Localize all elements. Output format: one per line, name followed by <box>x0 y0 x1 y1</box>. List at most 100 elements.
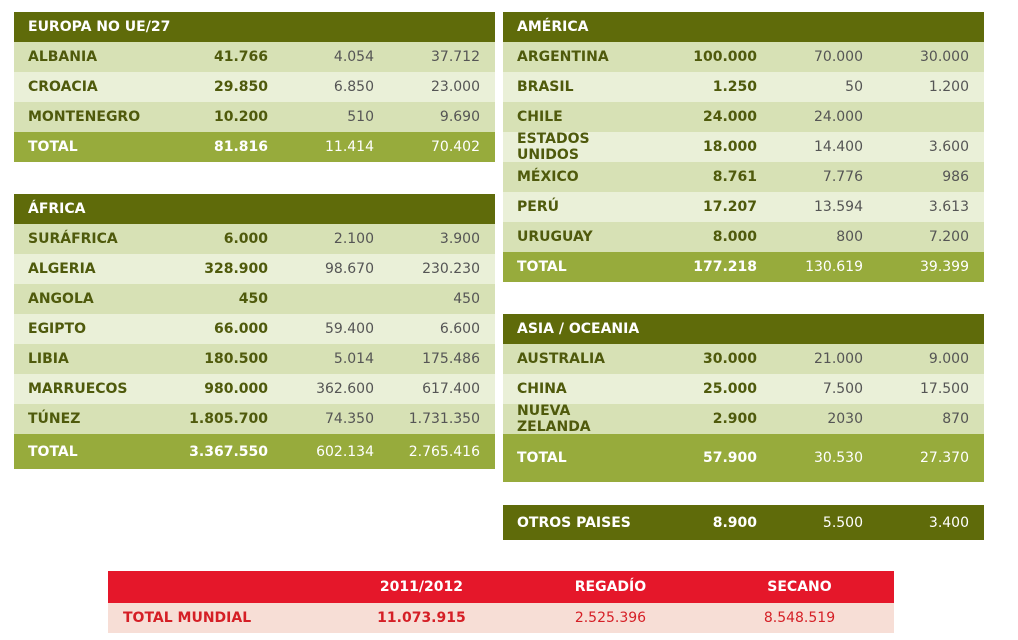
total-mundial-header: 2011/2012 REGADÍO SECANO <box>108 571 894 603</box>
value-total: 450 <box>238 291 268 307</box>
table-row: ALGERIA 328.900 98.670 230.230 <box>14 254 495 284</box>
total-v1: 57.900 <box>702 450 757 466</box>
value-total: 10.200 <box>213 109 268 125</box>
country-name: CHILE <box>517 109 563 125</box>
value-total: 24.000 <box>702 109 757 125</box>
value-regadio: 13.594 <box>814 199 863 215</box>
value-regadio: 7.776 <box>822 169 863 185</box>
africa-header: ÁFRICA <box>14 194 495 224</box>
value-regadio: 21.000 <box>814 351 863 367</box>
country-name: ARGENTINA <box>517 49 609 65</box>
table-row: MÉXICO 8.761 7.776 986 <box>503 162 984 192</box>
country-name: CHINA <box>517 381 567 397</box>
country-name: ALGERIA <box>28 261 96 277</box>
america-table: AMÉRICA ARGENTINA 100.000 70.000 30.000 BRAS… <box>503 12 984 282</box>
value-regadio: 2.100 <box>333 231 374 247</box>
total-v3: 2.765.416 <box>408 443 480 460</box>
value-secano: 1.731.350 <box>408 411 480 427</box>
value-secano: 23.000 <box>431 79 480 95</box>
total-label: TOTAL <box>517 450 567 466</box>
table-row: EGIPTO 66.000 59.400 6.600 <box>14 314 495 344</box>
country-name: SURÁFRICA <box>28 231 118 247</box>
country-name: MARRUECOS <box>28 381 128 397</box>
asia-header: ASIA / OCEANIA <box>503 314 984 344</box>
table-row: URUGUAY 8.000 800 7.200 <box>503 222 984 252</box>
value-secano: 986 <box>942 169 969 185</box>
header-regadio: REGADÍO <box>574 579 647 595</box>
header-secano: SECANO <box>767 579 832 595</box>
value-secano: 9.690 <box>439 109 480 125</box>
europa-title: EUROPA NO UE/27 <box>28 19 171 35</box>
value-regadio: 4.054 <box>333 49 374 65</box>
table-row: AUSTRALIA 30.000 21.000 9.000 <box>503 344 984 374</box>
value-secano: 617.400 <box>422 381 480 397</box>
country-name: EGIPTO <box>28 321 86 337</box>
value-regadio: 14.400 <box>814 139 863 155</box>
value-secano: 9.000 <box>928 351 969 367</box>
otros-v1: 8.900 <box>712 514 757 531</box>
country-name: AUSTRALIA <box>517 351 605 367</box>
value-secano: 3.600 <box>928 139 969 155</box>
otros-v2: 5.500 <box>822 514 863 531</box>
total-v3: 27.370 <box>920 450 969 466</box>
value-regadio: 5.014 <box>333 351 374 367</box>
table-row: PERÚ 17.207 13.594 3.613 <box>503 192 984 222</box>
value-regadio: 6.850 <box>333 79 374 95</box>
value-secano: 7.200 <box>928 229 969 245</box>
total-mundial-value: 11.073.915 <box>377 610 466 626</box>
value-secano: 37.712 <box>431 49 480 65</box>
value-regadio: 24.000 <box>814 109 863 125</box>
table-row: MONTENEGRO 10.200 510 9.690 <box>14 102 495 132</box>
table-row: ESTADOS UNIDOS 18.000 14.400 3.600 <box>503 131 984 163</box>
total-label: TOTAL <box>28 139 78 155</box>
table-row: LIBIA 180.500 5.014 175.486 <box>14 344 495 374</box>
value-regadio: 59.400 <box>325 321 374 337</box>
table-row: ARGENTINA 100.000 70.000 30.000 <box>503 42 984 72</box>
value-total: 100.000 <box>693 49 757 65</box>
country-name: URUGUAY <box>517 229 593 245</box>
value-total: 66.000 <box>213 321 268 337</box>
value-regadio: 362.600 <box>316 381 374 397</box>
total-v1: 3.367.550 <box>189 443 268 460</box>
value-total: 18.000 <box>702 139 757 155</box>
secano-value: 8.548.519 <box>763 610 836 626</box>
africa-total-row: TOTAL 3.367.550 602.134 2.765.416 <box>14 434 495 469</box>
value-total: 8.761 <box>712 169 757 185</box>
value-secano: 230.230 <box>422 261 480 277</box>
america-title: AMÉRICA <box>517 19 589 35</box>
table-row: CROACIA 29.850 6.850 23.000 <box>14 72 495 102</box>
value-total: 6.000 <box>223 231 268 247</box>
value-total: 25.000 <box>702 381 757 397</box>
table-row: TÚNEZ 1.805.700 74.350 1.731.350 <box>14 404 495 434</box>
total-v3: 39.399 <box>920 259 969 275</box>
value-secano: 3.900 <box>439 231 480 247</box>
value-secano: 175.486 <box>422 351 480 367</box>
value-total: 29.850 <box>213 79 268 95</box>
value-regadio: 70.000 <box>814 49 863 65</box>
table-row: ALBANIA 41.766 4.054 37.712 <box>14 42 495 72</box>
value-total: 41.766 <box>213 49 268 65</box>
value-regadio: 800 <box>836 229 863 245</box>
table-row: NUEVA ZELANDA 2.900 2030 870 <box>503 403 984 435</box>
header-year: 2011/2012 <box>379 579 463 595</box>
africa-table: ÁFRICA SURÁFRICA 6.000 2.100 3.900 ALGERIA 32… <box>14 194 495 469</box>
table-row: MARRUECOS 980.000 362.600 617.400 <box>14 374 495 404</box>
value-regadio: 7.500 <box>822 381 863 397</box>
country-name: TÚNEZ <box>28 411 81 427</box>
value-secano: 3.613 <box>928 199 969 215</box>
otros-table: OTROS PAISES 8.900 5.500 3.400 <box>503 505 984 540</box>
total-v2: 130.619 <box>805 259 863 275</box>
value-regadio: 98.670 <box>325 261 374 277</box>
country-name: MÉXICO <box>517 169 579 185</box>
total-v1: 81.816 <box>213 139 268 155</box>
europa-total-row: TOTAL 81.816 11.414 70.402 <box>14 132 495 162</box>
value-secano: 870 <box>942 411 969 427</box>
asia-title: ASIA / OCEANIA <box>517 321 640 337</box>
value-total: 30.000 <box>702 351 757 367</box>
country-name: MONTENEGRO <box>28 109 141 125</box>
america-total-row: TOTAL 177.218 130.619 39.399 <box>503 252 984 282</box>
total-mundial-label: TOTAL MUNDIAL <box>123 610 252 626</box>
value-secano: 450 <box>453 291 480 307</box>
value-regadio: 510 <box>347 109 374 125</box>
table-row: CHILE 24.000 24.000 <box>503 102 984 132</box>
